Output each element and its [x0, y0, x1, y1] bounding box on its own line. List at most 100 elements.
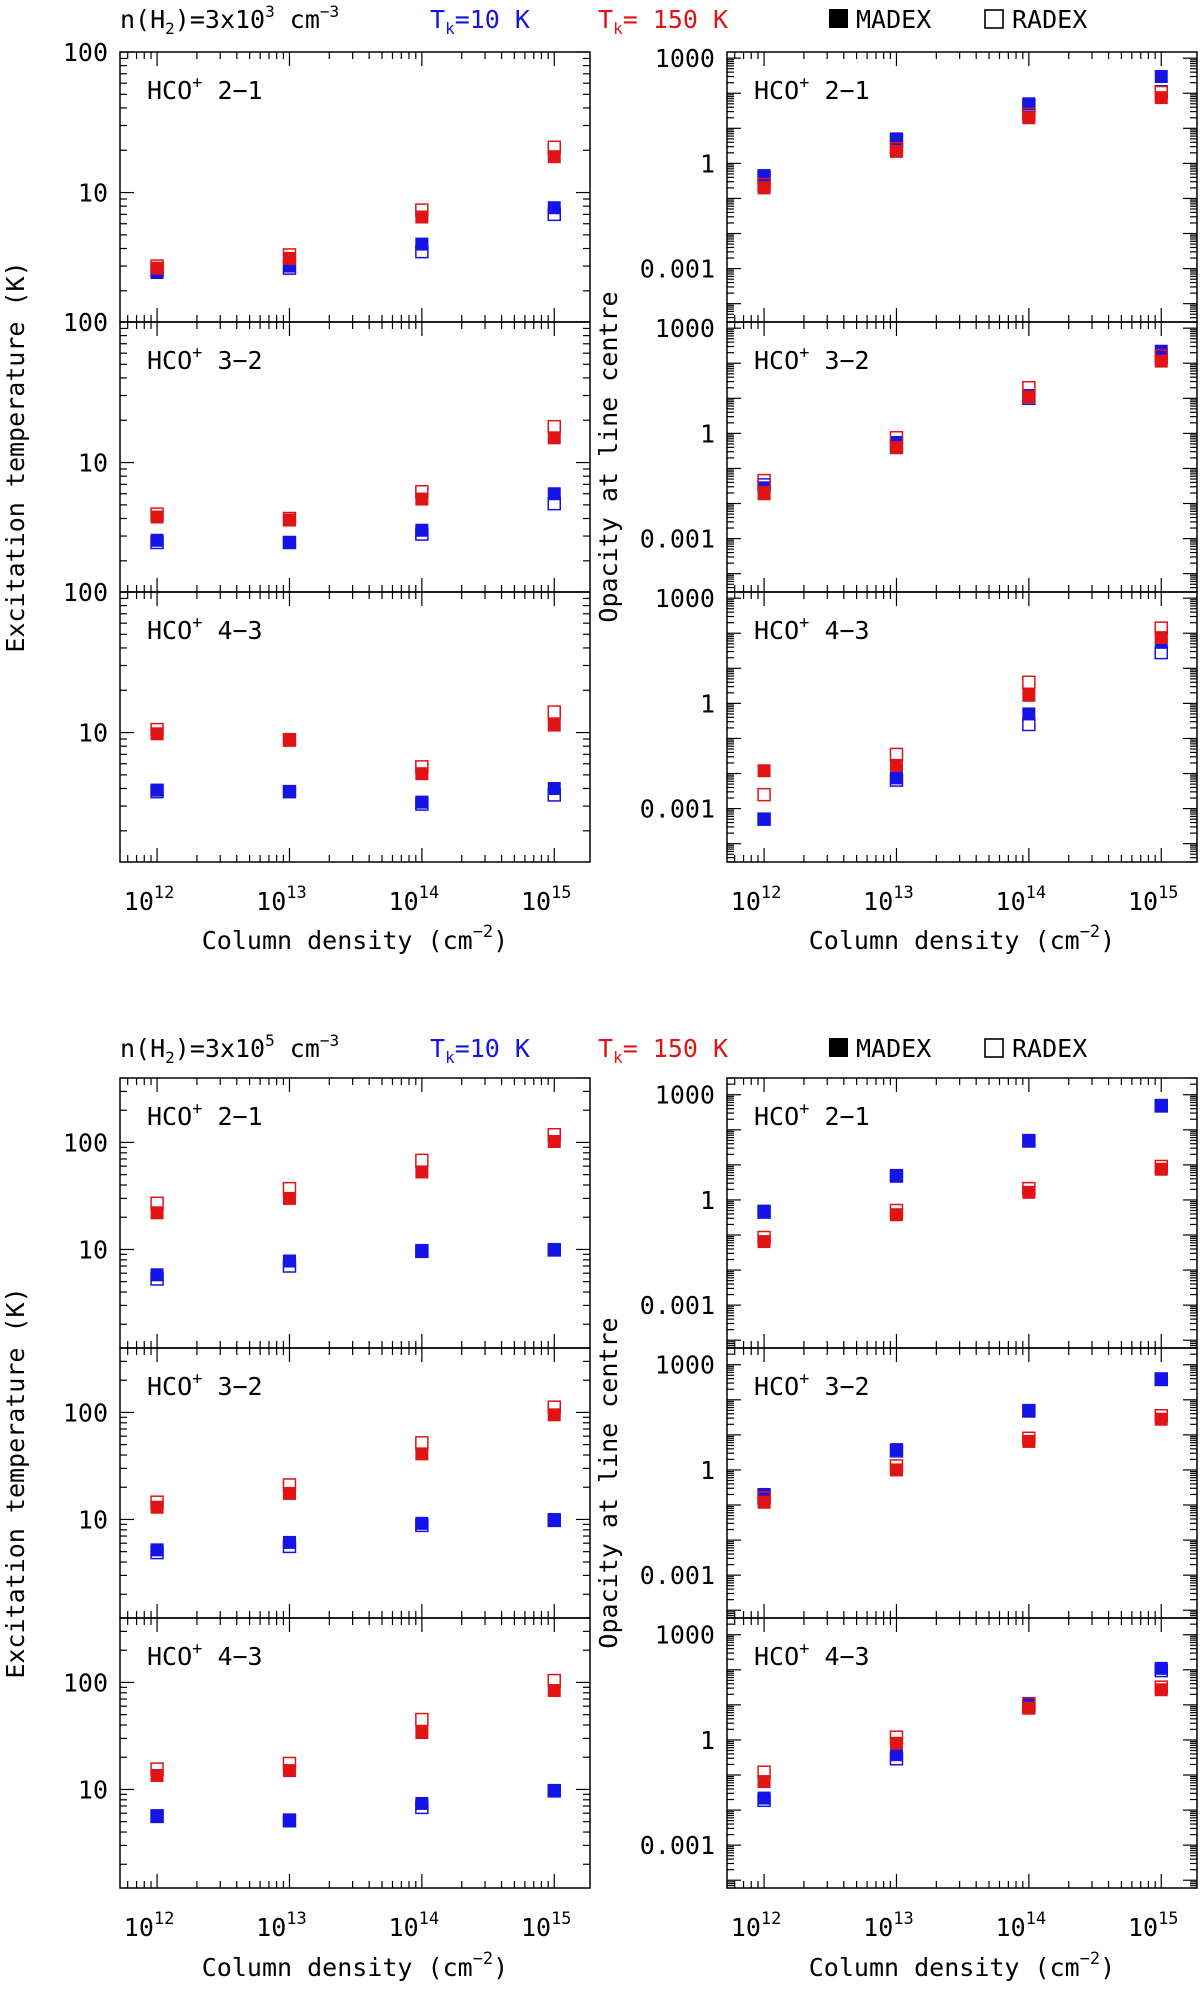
madex-tk150-point	[415, 1165, 429, 1179]
radex-tk10-point	[1022, 1134, 1036, 1148]
radex-tk150-point	[1154, 349, 1169, 363]
radex-tk150-point	[150, 507, 164, 521]
radex-tk150-point	[415, 484, 429, 499]
panel-label: HCO+ 3−2	[754, 343, 870, 375]
madex-tk10-point	[889, 1748, 903, 1762]
madex-tk150-point	[757, 181, 771, 195]
radex-tk150-point	[547, 140, 562, 155]
radex-tk10-point	[415, 1518, 429, 1533]
x-tick-label: 1012	[124, 883, 175, 916]
panel-frame	[726, 591, 1198, 863]
madex-tk150-point	[547, 718, 561, 732]
radex-tk150-point	[1154, 1159, 1169, 1174]
y-tick-label: 100	[63, 1398, 108, 1427]
madex-tk150-point	[150, 1206, 164, 1220]
y-tick-label: 1	[700, 419, 715, 448]
legend-radex-marker	[984, 1038, 1004, 1058]
radex-tk150-point	[1022, 675, 1036, 690]
panel-right-3−2: 0.001 1 1000 HCO+ 3−2	[640, 314, 1198, 593]
madex-tk150-point	[1022, 1185, 1036, 1199]
radex-tk10-point	[547, 496, 562, 511]
legend-madex-marker	[829, 1038, 848, 1057]
x-tick-label: 1014	[389, 1909, 440, 1942]
radex-tk10-point	[282, 784, 297, 799]
y-tick-label: 1	[700, 1456, 715, 1485]
madex-tk150-point	[889, 144, 903, 158]
madex-tk10-point	[415, 795, 429, 809]
y-tick-label: 1	[700, 1186, 715, 1215]
madex-tk150-point	[1022, 111, 1036, 125]
madex-tk150-point	[1022, 688, 1036, 702]
x-axis-label: Column density (cm−2)	[809, 1949, 1115, 1982]
radex-tk10-point	[889, 1752, 904, 1766]
radex-tk150-point	[1022, 1181, 1036, 1196]
y-axis-label-right: Opacity at line centre	[594, 291, 623, 622]
y-tick-label: 10	[78, 179, 108, 208]
madex-tk10-point	[282, 1813, 296, 1827]
x-tick-label: 1012	[124, 1909, 175, 1942]
legend-madex-label: MADEX	[856, 1034, 931, 1063]
x-tick-label: 1014	[389, 883, 440, 916]
radex-tk10-point	[547, 1513, 562, 1528]
madex-tk150-point	[547, 1135, 561, 1149]
madex-tk10-point	[1022, 707, 1036, 721]
madex-tk150-point	[757, 1235, 771, 1249]
radex-tk150-point	[415, 760, 429, 774]
panel-label: HCO+ 3−2	[754, 1369, 870, 1401]
madex-tk10-point	[547, 1783, 561, 1797]
madex-tk10-point	[282, 1535, 296, 1549]
radex-tk150-point	[889, 1730, 904, 1744]
madex-tk150-point	[282, 251, 296, 265]
panel-label: HCO+ 3−2	[147, 343, 263, 375]
madex-tk150-point	[415, 1447, 429, 1461]
radex-tk10-point	[1022, 1404, 1036, 1418]
madex-tk10-point	[150, 1268, 164, 1282]
legend-tk150: Tk= 150 K	[598, 5, 728, 38]
y-tick-label: 1000	[655, 314, 715, 343]
radex-tk150-point	[889, 1459, 904, 1473]
y-tick-label: 1	[700, 689, 715, 718]
x-tick-label: 1013	[863, 1909, 914, 1942]
madex-tk10-point	[889, 1443, 903, 1457]
radex-tk150-point	[282, 1756, 297, 1771]
radex-tk150-point	[282, 511, 297, 526]
x-tick-label: 1012	[731, 1909, 782, 1942]
madex-tk10-point	[282, 535, 296, 549]
madex-tk10-point	[282, 785, 296, 799]
y-tick-label: 100	[63, 1128, 108, 1157]
radex-tk10-point	[547, 1243, 562, 1257]
x-tick-label: 1014	[996, 1909, 1047, 1942]
radex-tk150-point	[415, 1436, 429, 1450]
radex-tk150-point	[547, 1400, 562, 1414]
radex-tk150-point	[150, 1495, 164, 1509]
madex-tk10-point	[415, 1796, 429, 1810]
madex-tk150-point	[1022, 390, 1036, 404]
madex-tk150-point	[1022, 1434, 1036, 1448]
radex-tk10-point	[757, 812, 771, 826]
panel-right-3−2: 0.001 1 1000 HCO+ 3−2	[640, 1347, 1198, 1619]
radex-tk150-point	[282, 732, 297, 747]
radex-tk10-point	[282, 535, 297, 550]
madex-tk150-point	[889, 1463, 903, 1477]
legend-tk10: Tk=10 K	[430, 1034, 530, 1067]
radex-tk10-point	[1154, 645, 1169, 660]
madex-tk150-point	[282, 1764, 296, 1778]
madex-tk150-point	[1154, 1162, 1168, 1176]
radex-tk150-point	[1022, 381, 1036, 395]
radex-tk10-point	[150, 1809, 164, 1824]
y-tick-label: 1	[700, 1726, 715, 1755]
madex-tk10-point	[415, 1243, 429, 1257]
madex-tk150-point	[150, 727, 164, 741]
legend-radex-label: RADEX	[1012, 1034, 1087, 1063]
legend-tk150: Tk= 150 K	[598, 1034, 728, 1067]
y-tick-label: 10	[78, 1235, 108, 1264]
panel-left-3−2: 10 100 HCO+ 3−2	[63, 308, 591, 593]
madex-tk10-point	[889, 1168, 903, 1182]
x-tick-label: 1015	[1128, 883, 1179, 916]
radex-tk150-point	[757, 1230, 771, 1245]
x-tick-label: 1015	[521, 1909, 572, 1942]
madex-tk150-point	[757, 764, 771, 778]
radex-tk10-point	[415, 1800, 429, 1815]
y-tick-label: 0.001	[640, 1291, 715, 1320]
radex-tk150-point	[150, 1196, 164, 1211]
